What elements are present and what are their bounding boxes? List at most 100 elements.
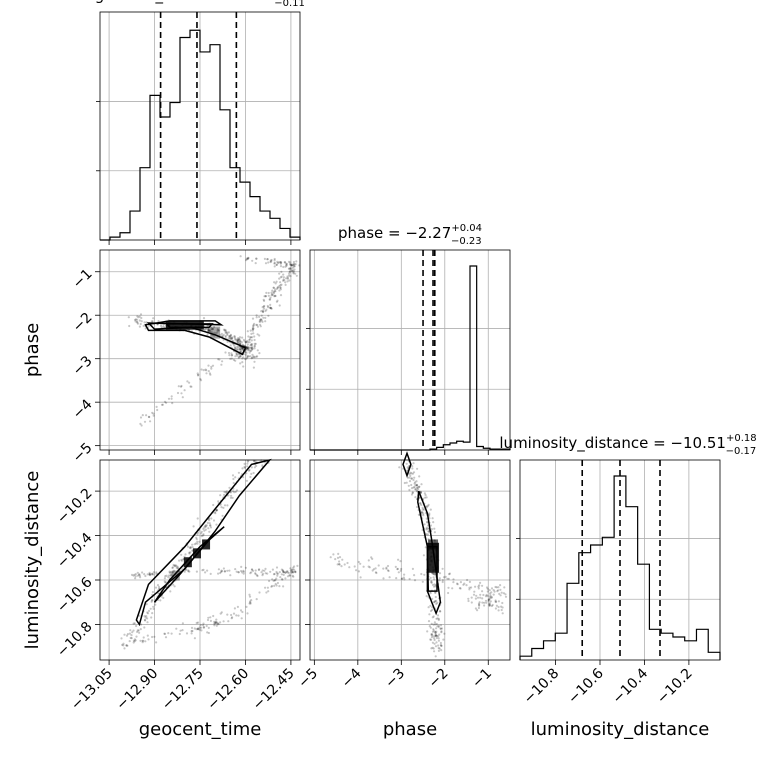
- scatter-point: [263, 569, 266, 572]
- scatter-point: [132, 574, 135, 577]
- scatter-point: [203, 526, 206, 529]
- scatter-point: [435, 599, 438, 603]
- scatter-point: [238, 338, 241, 341]
- scatter-point: [256, 574, 259, 578]
- scatter-point: [425, 505, 428, 508]
- scatter-point: [125, 644, 128, 647]
- scatter-point: [136, 315, 139, 318]
- scatter-point: [416, 486, 419, 489]
- scatter-point: [279, 281, 282, 284]
- scatter-point: [452, 578, 455, 581]
- scatter-point: [157, 585, 161, 589]
- scatter-point: [292, 575, 295, 578]
- scatter-point: [432, 521, 435, 524]
- scatter-point: [172, 569, 176, 572]
- scatter-point: [410, 477, 413, 480]
- scatter-point: [215, 509, 218, 512]
- scatter-point: [170, 395, 173, 398]
- scatter-point: [431, 608, 434, 612]
- tick-label: −10.2: [54, 485, 96, 527]
- scatter-point: [140, 424, 143, 427]
- scatter-point: [251, 328, 254, 331]
- scatter-point: [202, 534, 205, 537]
- scatter-point: [189, 546, 192, 549]
- scatter-point: [230, 354, 233, 357]
- scatter-point: [228, 354, 231, 357]
- scatter-point: [411, 467, 414, 470]
- scatter-point: [188, 546, 191, 549]
- scatter-point: [278, 289, 281, 292]
- scatter-point: [255, 323, 258, 326]
- scatter-point: [236, 345, 239, 348]
- scatter-point: [256, 349, 259, 352]
- scatter-point: [270, 294, 273, 297]
- scatter-point: [164, 581, 167, 584]
- scatter-point: [138, 325, 141, 328]
- scatter-point: [223, 504, 227, 507]
- scatter-point: [233, 346, 237, 350]
- scatter-point: [286, 280, 289, 283]
- scatter-point: [226, 569, 229, 572]
- scatter-point: [338, 563, 341, 566]
- tick-label: −10.6: [54, 574, 96, 616]
- scatter-point: [416, 484, 419, 487]
- scatter-point: [215, 621, 218, 624]
- scatter-point: [230, 494, 233, 497]
- scatter-point: [195, 621, 198, 625]
- scatter-point: [256, 333, 259, 336]
- scatter-point: [141, 414, 144, 417]
- scatter-point: [348, 566, 351, 569]
- scatter-point: [245, 351, 248, 354]
- scatter-point: [219, 621, 222, 624]
- scatter-point: [432, 629, 435, 632]
- scatter-point: [387, 569, 390, 573]
- scatter-point: [275, 287, 278, 290]
- scatter-point: [233, 335, 236, 338]
- scatter-point: [190, 626, 194, 630]
- scatter-point: [285, 264, 288, 267]
- scatter-point: [219, 612, 222, 615]
- panel-title-geocent_time: geocent_time = −12.76+0.12−0.11: [95, 0, 305, 9]
- scatter-point: [276, 286, 279, 289]
- scatter-point: [498, 592, 501, 596]
- scatter-point: [184, 553, 187, 556]
- scatter-point: [372, 568, 375, 571]
- scatter-point: [492, 589, 495, 592]
- scatter-point: [487, 598, 490, 602]
- scatter-point: [248, 468, 251, 472]
- scatter-point: [155, 572, 158, 575]
- scatter-point: [443, 632, 446, 635]
- scatter-point: [227, 494, 230, 497]
- scatter-point: [212, 519, 216, 522]
- scatter-point: [249, 344, 252, 347]
- scatter-point: [488, 602, 491, 605]
- scatter-point: [428, 513, 431, 517]
- scatter-point: [434, 631, 437, 634]
- scatter-point: [430, 638, 433, 641]
- scatter-point: [200, 629, 203, 632]
- scatter-point: [232, 481, 235, 485]
- scatter-point: [136, 321, 139, 324]
- scatter-point: [150, 616, 153, 619]
- scatter-point: [242, 569, 245, 573]
- scatter-point: [138, 573, 141, 576]
- scatter-point: [276, 299, 279, 302]
- scatter-point: [233, 491, 236, 494]
- scatter-point: [243, 357, 246, 360]
- scatter-point: [470, 596, 473, 599]
- scatter-point: [262, 310, 265, 313]
- scatter-point: [440, 631, 443, 634]
- scatter-point: [231, 474, 235, 477]
- scatter-point: [357, 560, 360, 564]
- scatter-point: [250, 349, 253, 353]
- scatter-point: [209, 572, 212, 576]
- scatter-point: [226, 332, 229, 335]
- scatter-point: [474, 607, 477, 610]
- scatter-point: [216, 327, 219, 331]
- scatter-point: [431, 597, 434, 601]
- scatter-point: [254, 459, 257, 463]
- scatter-point: [474, 597, 477, 600]
- scatter-point: [490, 596, 493, 599]
- scatter-point: [240, 569, 243, 573]
- scatter-point: [280, 275, 283, 278]
